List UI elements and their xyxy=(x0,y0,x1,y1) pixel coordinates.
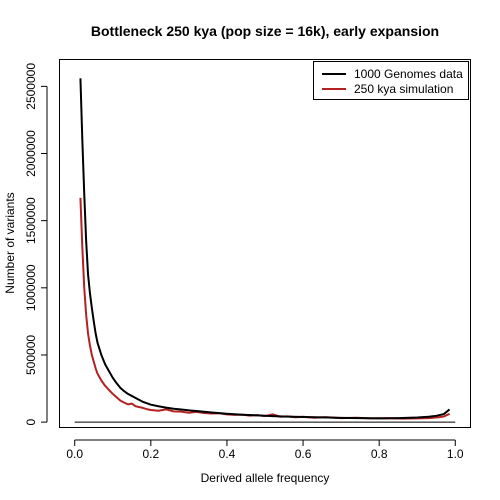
legend-box xyxy=(313,61,469,100)
plot-frame xyxy=(59,59,471,428)
legend-label-simulation: 250 kya simulation xyxy=(354,82,453,96)
x-tick-label: 1.0 xyxy=(447,447,464,461)
series-layer xyxy=(79,78,451,420)
series-line-simulation xyxy=(79,197,450,420)
y-tick-label: 2500000 xyxy=(24,63,38,110)
y-tick-label: 1000000 xyxy=(24,264,38,311)
y-tick-label: 1500000 xyxy=(24,197,38,244)
x-tick-label: 0.2 xyxy=(142,447,159,461)
y-tick-label: 2000000 xyxy=(24,130,38,177)
y-axis: 0 500000 1000000 1500000 2000000 2500000 xyxy=(24,63,48,425)
legend: 1000 Genomes data 250 kya simulation xyxy=(313,61,469,100)
x-tick-label: 0.8 xyxy=(371,447,388,461)
x-axis: 0.0 0.2 0.4 0.6 0.8 1.0 xyxy=(66,439,464,461)
x-tick-label: 0.6 xyxy=(295,447,312,461)
y-tick-label: 0 xyxy=(24,418,38,425)
x-tick-label: 0.4 xyxy=(219,447,236,461)
y-tick-label: 500000 xyxy=(24,335,38,375)
x-tick-label: 0.0 xyxy=(66,447,83,461)
y-axis-label: Number of variants xyxy=(3,192,17,293)
chart-title: Bottleneck 250 kya (pop size = 16k), ear… xyxy=(91,23,439,39)
x-axis-label: Derived allele frequency xyxy=(201,471,330,485)
series-line-genomes xyxy=(79,78,451,420)
legend-label-genomes: 1000 Genomes data xyxy=(354,67,463,81)
